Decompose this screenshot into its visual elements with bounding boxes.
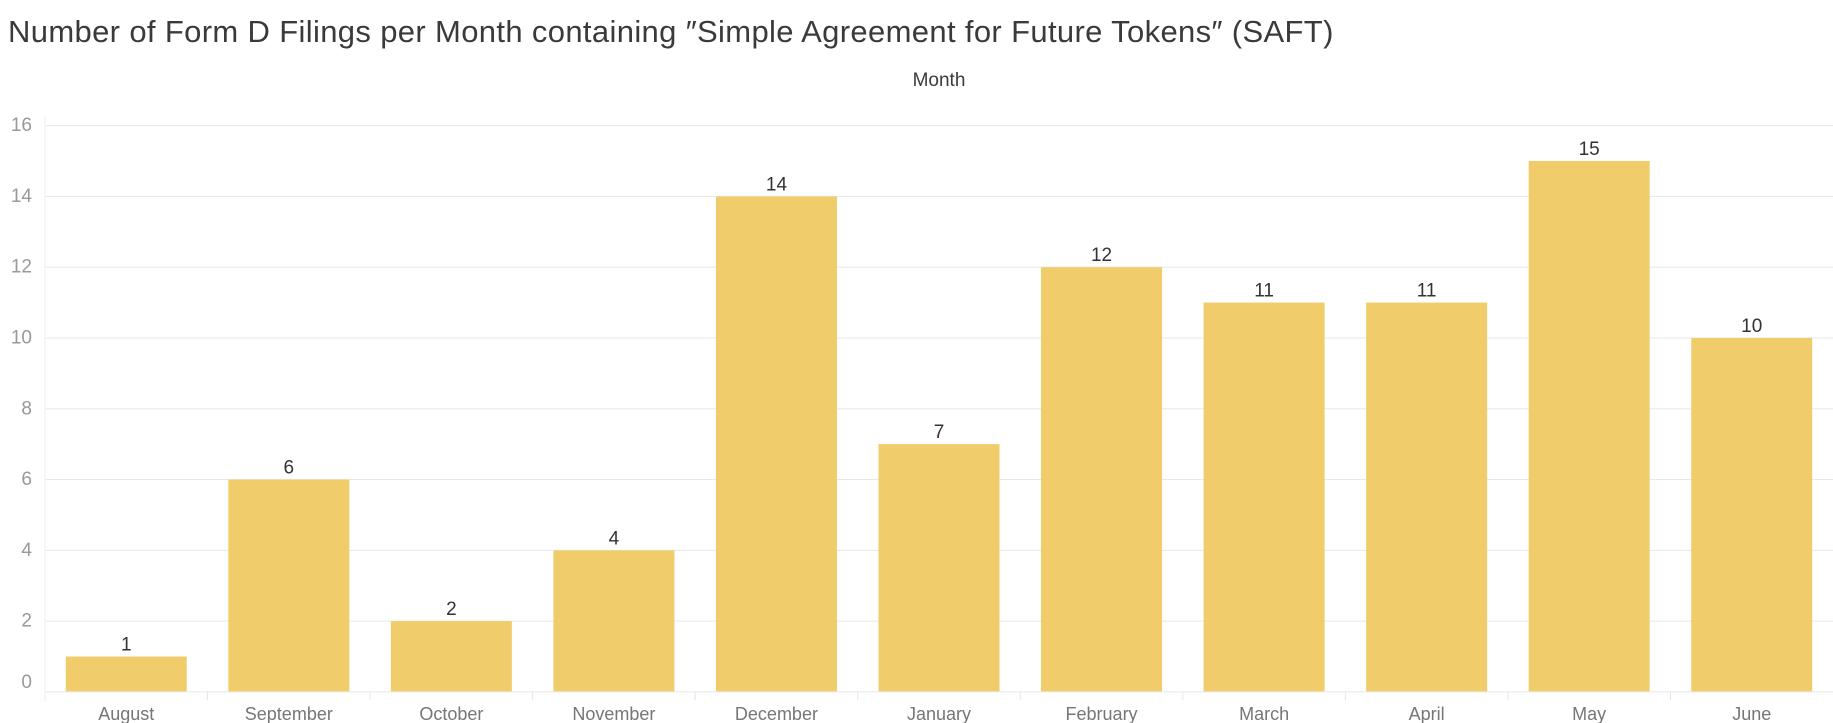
svg-text:0: 0 bbox=[21, 672, 32, 693]
svg-text:2: 2 bbox=[446, 599, 457, 620]
svg-text:10: 10 bbox=[1741, 316, 1762, 337]
svg-text:11: 11 bbox=[1254, 281, 1274, 302]
svg-text:November: November bbox=[572, 704, 655, 723]
svg-text:14: 14 bbox=[766, 174, 788, 195]
svg-text:February: February bbox=[1066, 704, 1138, 723]
svg-text:8: 8 bbox=[21, 398, 32, 419]
svg-text:March: March bbox=[1239, 704, 1289, 723]
svg-text:May: May bbox=[1572, 704, 1606, 723]
svg-text:6: 6 bbox=[284, 458, 295, 479]
svg-text:August: August bbox=[98, 704, 154, 723]
svg-text:4: 4 bbox=[21, 540, 32, 561]
svg-text:October: October bbox=[419, 704, 483, 723]
svg-text:December: December bbox=[735, 704, 818, 723]
svg-text:11: 11 bbox=[1417, 281, 1437, 302]
svg-text:7: 7 bbox=[934, 422, 945, 443]
svg-text:January: January bbox=[907, 704, 971, 723]
svg-text:1: 1 bbox=[121, 635, 132, 656]
svg-text:10: 10 bbox=[11, 327, 32, 348]
svg-text:16: 16 bbox=[11, 115, 32, 136]
svg-text:12: 12 bbox=[11, 257, 32, 278]
svg-text:June: June bbox=[1732, 704, 1771, 723]
svg-text:4: 4 bbox=[609, 528, 620, 549]
svg-text:15: 15 bbox=[1579, 139, 1600, 160]
svg-text:April: April bbox=[1409, 704, 1445, 723]
svg-text:September: September bbox=[245, 704, 333, 723]
svg-text:12: 12 bbox=[1091, 245, 1112, 266]
svg-text:2: 2 bbox=[21, 611, 32, 632]
svg-text:14: 14 bbox=[11, 186, 33, 207]
svg-text:6: 6 bbox=[21, 469, 32, 490]
